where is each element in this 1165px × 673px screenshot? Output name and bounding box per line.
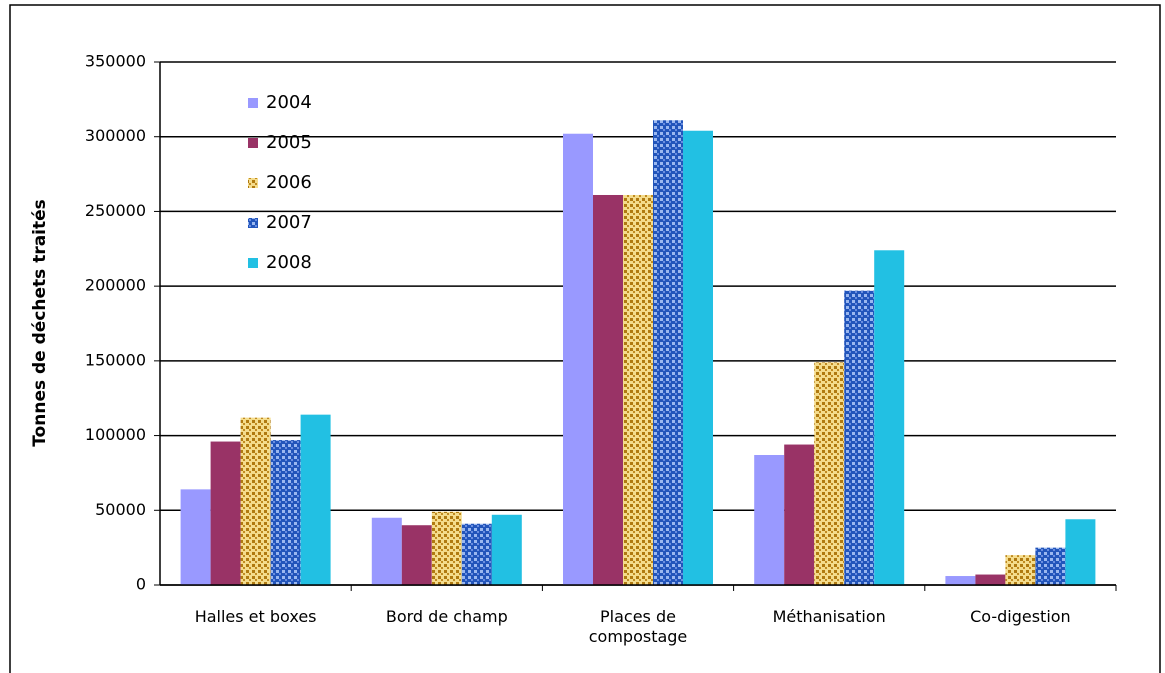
legend-label: 2004 — [266, 92, 312, 113]
frame — [9, 4, 1161, 673]
y-tick-label: 150000 — [85, 350, 146, 369]
legend-label: 2007 — [266, 212, 312, 233]
bar — [401, 525, 432, 585]
legend-swatch — [248, 98, 258, 108]
y-tick-label: 350000 — [85, 52, 146, 71]
bar — [784, 444, 815, 585]
bar — [623, 194, 653, 585]
bar — [180, 489, 211, 585]
bar — [1035, 547, 1066, 585]
legend-label: 2008 — [266, 252, 312, 273]
legend-swatch — [248, 138, 258, 148]
legend-swatch — [248, 218, 258, 228]
bar — [431, 511, 462, 585]
bar — [210, 441, 241, 585]
bar — [1065, 519, 1096, 585]
legend-label: 2006 — [266, 172, 312, 193]
bar — [874, 250, 905, 585]
y-tick-label: 50000 — [95, 500, 146, 519]
bar — [814, 362, 845, 585]
bar — [593, 194, 623, 585]
bar — [945, 576, 976, 585]
y-tick-label: 300000 — [85, 126, 146, 145]
bar — [683, 130, 713, 586]
bar — [371, 517, 402, 585]
x-tick-label: Halles et boxes — [194, 607, 317, 626]
x-tick-label: Co-digestion — [970, 607, 1071, 626]
x-tick-label: Bord de champ — [385, 607, 508, 626]
y-tick-label: 250000 — [85, 201, 146, 220]
bar — [844, 290, 875, 585]
bar — [563, 133, 593, 585]
bar — [1005, 555, 1036, 585]
legend-label: 2005 — [266, 132, 312, 153]
bar — [270, 440, 301, 585]
y-tick-label: 100000 — [85, 425, 146, 444]
y-axis-label: Tonnes de déchets traités — [30, 199, 50, 447]
x-tick-label: Méthanisation — [772, 607, 886, 626]
bar — [491, 514, 522, 585]
y-tick-label: 200000 — [85, 276, 146, 295]
bar — [461, 523, 492, 585]
bar — [653, 120, 683, 585]
bar — [975, 574, 1006, 585]
bar — [300, 414, 331, 585]
y-tick-label: 0 — [136, 575, 146, 594]
x-tick-label: Places de compostage — [588, 607, 688, 646]
bar — [754, 454, 785, 585]
legend-swatch — [248, 178, 258, 188]
bar — [240, 417, 271, 585]
legend-swatch — [248, 258, 258, 268]
